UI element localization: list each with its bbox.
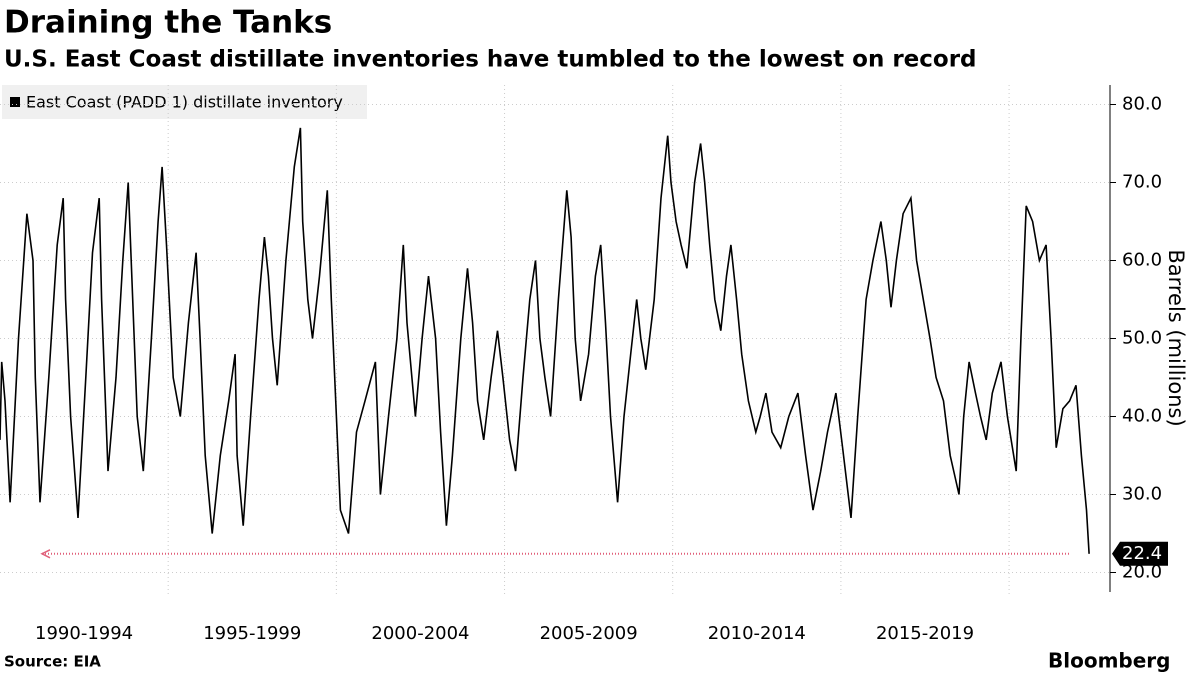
line <box>0 127 1090 554</box>
y-axis-label: Barrels (millions) <box>1164 249 1188 426</box>
source: Source: EIA <box>4 653 101 671</box>
chart-subtitle: U.S. East Coast distillate inventories h… <box>4 47 977 73</box>
chart-title: Draining the Tanks <box>4 5 332 41</box>
x-tick-label: 2010-2014 <box>708 623 806 644</box>
x-tick-label: 2015-2019 <box>876 623 974 644</box>
reference-arrow <box>40 549 51 559</box>
legend-box <box>2 85 367 119</box>
x-tick-label: 2005-2009 <box>540 623 638 644</box>
y-tick-label: 50.0 <box>1122 328 1162 349</box>
legend-label: East Coast (PADD 1) distillate inventory <box>26 93 343 112</box>
y-tick-label: 20.0 <box>1122 562 1162 583</box>
value-badge <box>1112 541 1168 566</box>
x-tick-label: 2000-2004 <box>371 623 469 644</box>
legend-swatch <box>10 97 20 107</box>
y-tick-label: 80.0 <box>1122 94 1162 115</box>
y-tick-label: 40.0 <box>1122 406 1162 427</box>
x-tick-label: 1995-1999 <box>203 623 301 644</box>
brand: Bloomberg <box>1048 649 1170 673</box>
y-tick-label: 30.0 <box>1122 484 1162 505</box>
y-tick-label: 60.0 <box>1122 250 1162 271</box>
x-tick-label: 1990-1994 <box>35 623 133 644</box>
y-tick-label: 70.0 <box>1122 172 1162 193</box>
value-label: 22.4 <box>1122 543 1162 564</box>
